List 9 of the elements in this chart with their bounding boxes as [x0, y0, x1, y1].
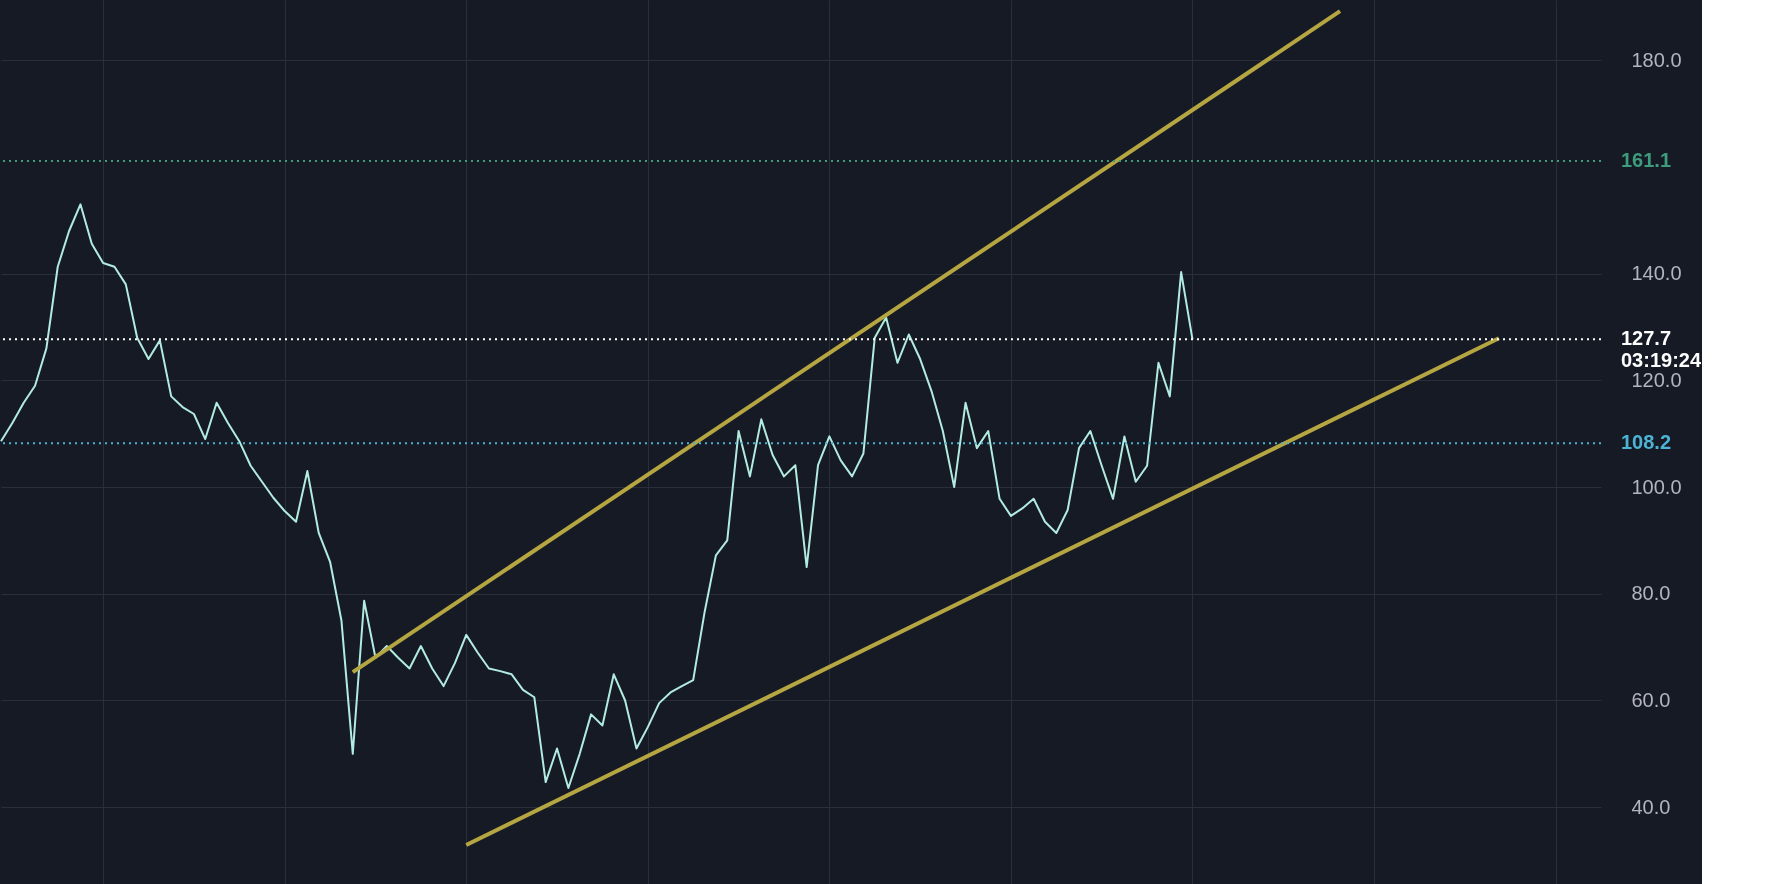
ref-line-label: 161.1: [1621, 149, 1672, 172]
y-tick-label: 80.0: [1631, 582, 1671, 605]
y-tick-label: 100.0: [1631, 475, 1682, 498]
line-series: [0, 203, 1194, 789]
y-tick-label: 140.0: [1631, 262, 1682, 285]
y-tick-label: 40.0: [1631, 795, 1671, 818]
y-tick-label: 180.0: [1631, 48, 1682, 71]
ref-line-label: 108.2: [1621, 431, 1672, 454]
y-tick-label: 60.0: [1631, 688, 1671, 711]
